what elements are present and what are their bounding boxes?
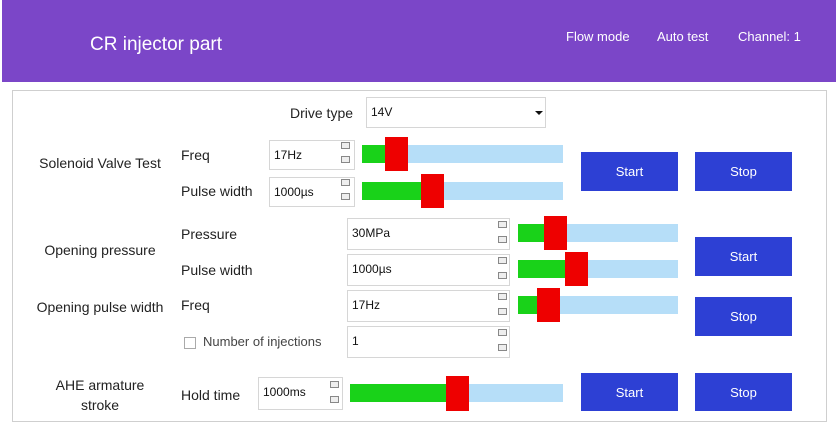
spin-down[interactable] [341,193,350,200]
field-label: Freq [181,297,210,313]
select[interactable]: 14V [366,97,546,128]
number-input[interactable]: 17Hz [347,290,510,322]
nav-item[interactable]: Flow mode [566,29,630,44]
slider-fill [362,182,432,200]
input-value: 1000µs [274,185,314,199]
stop-button[interactable]: Stop [695,152,792,191]
slider-thumb[interactable] [565,252,588,286]
input-value: 30MPa [352,226,391,240]
stop-button[interactable]: Stop [695,297,792,336]
spin-down[interactable] [498,344,507,351]
section-title: Solenoid Valve Test [39,155,161,171]
field-label: Pulse width [181,262,253,278]
section-title: AHE armature stroke [55,377,145,413]
input-value: 17Hz [352,298,381,312]
spin-up[interactable] [498,221,507,228]
input-value: 1 [352,334,359,348]
start-button[interactable]: Start [581,152,678,191]
slider-thumb[interactable] [537,288,560,322]
dropdown-arrow [535,111,543,115]
slider-thumb[interactable] [385,137,408,171]
app-title: CR injector part [90,34,222,55]
section-title: Opening pressure [44,242,156,258]
slider-fill [518,224,545,242]
spin-down[interactable] [498,236,507,243]
stop-button[interactable]: Stop [695,373,792,411]
number-input[interactable]: 17Hz [269,140,355,170]
start-button[interactable]: Start [695,237,792,276]
slider-fill [518,260,570,278]
start-button[interactable]: Start [581,373,678,411]
checkbox-label: Number of injections [203,334,322,349]
checkbox[interactable] [184,337,196,349]
slider[interactable] [518,224,678,242]
input-value: 1000ms [263,385,306,399]
slider[interactable] [518,260,678,278]
number-input[interactable]: 1 [347,326,510,358]
spin-down[interactable] [498,308,507,315]
slider[interactable] [362,182,563,200]
spin-down[interactable] [498,272,507,279]
slider-thumb[interactable] [446,376,469,411]
input-value: 1000µs [352,262,392,276]
select-value: 14V [371,105,393,119]
field-label: Pulse width [181,183,253,199]
spin-up[interactable] [330,381,339,388]
spin-down[interactable] [330,396,339,403]
slider-fill [350,384,450,402]
nav-item[interactable]: Channel: 1 [738,29,801,44]
field-label: Drive type [290,105,354,121]
field-label: Hold time [181,387,241,403]
spin-up[interactable] [341,142,350,149]
spin-up[interactable] [341,179,350,186]
number-input[interactable]: 1000µs [269,177,355,207]
number-input[interactable]: 30MPa [347,218,510,250]
number-input[interactable]: 1000ms [258,377,343,410]
spin-up[interactable] [498,293,507,300]
slider-fill [518,296,540,314]
section-title: Opening pulse width [36,299,164,315]
field-label: Pressure [181,226,238,242]
header-bar [2,0,836,82]
spin-up[interactable] [498,257,507,264]
slider-thumb[interactable] [544,216,567,250]
slider-thumb[interactable] [421,174,444,208]
number-input[interactable]: 1000µs [347,254,510,286]
field-label: Freq [181,147,210,163]
input-value: 17Hz [274,148,303,162]
spin-down[interactable] [341,156,350,163]
spin-up[interactable] [498,329,507,336]
nav-item[interactable]: Auto test [657,29,709,44]
